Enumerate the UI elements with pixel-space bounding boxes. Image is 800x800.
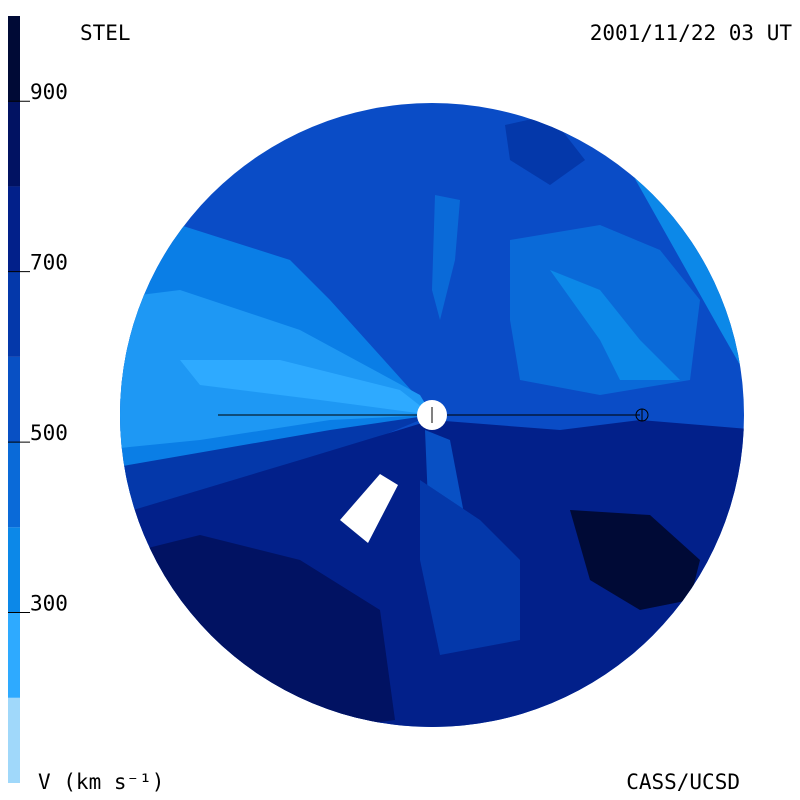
colorbar-band	[8, 101, 20, 187]
colorbar-band	[8, 527, 20, 613]
date-label: 2001/11/22 03 UT	[590, 21, 793, 45]
colorbar-band	[8, 612, 20, 698]
source-label: CASS/UCSD	[626, 770, 740, 794]
colorbar-band	[8, 442, 20, 528]
colorbar-band	[8, 186, 20, 272]
colorbar-tick-label: 900	[30, 80, 68, 104]
chart-title: STEL	[80, 21, 131, 45]
data-gap	[340, 474, 398, 543]
colorbar: 300 500 700 900	[8, 16, 68, 783]
colorbar-band	[8, 16, 20, 102]
colorbar-label: V (km s⁻¹)	[38, 770, 164, 794]
colorbar-band	[8, 356, 20, 443]
colorbar-band	[8, 697, 20, 783]
colorbar-band	[8, 271, 20, 357]
colorbar-tick-label: 300	[30, 592, 68, 616]
colorbar-tick-label: 700	[30, 251, 68, 275]
colorbar-tick-label: 500	[30, 421, 68, 445]
